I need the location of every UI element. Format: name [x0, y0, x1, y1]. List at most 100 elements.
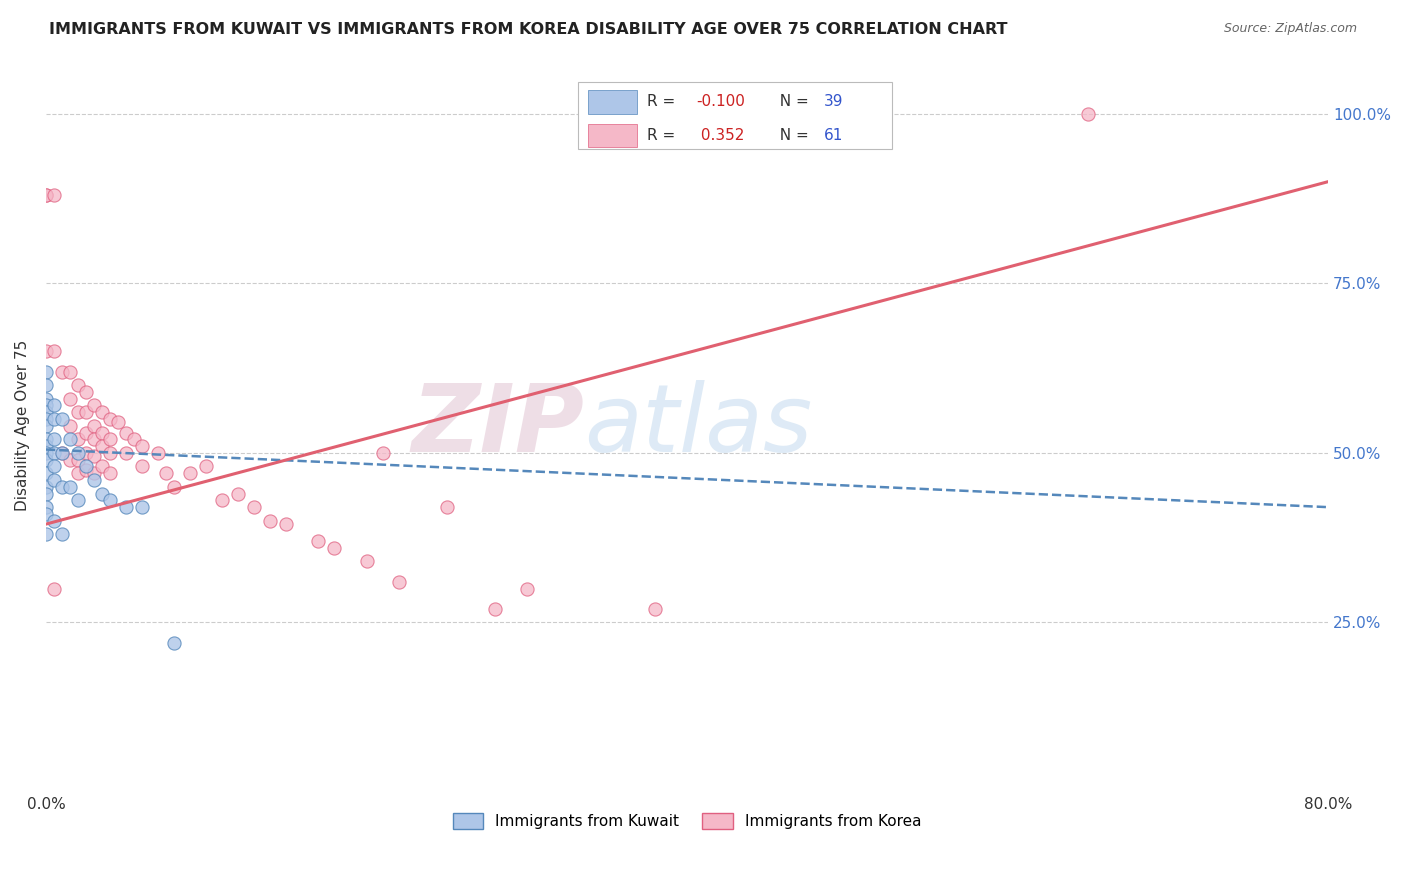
Point: [163, 636, 186, 650]
Point: [179, 467, 201, 481]
Point: [51, 365, 73, 379]
Text: R =: R =: [647, 95, 681, 110]
Point: [83, 418, 105, 433]
Point: [115, 446, 138, 460]
Point: [35, 365, 58, 379]
Point: [75, 425, 97, 440]
Point: [66, 378, 89, 392]
Point: [35, 433, 58, 447]
Point: [259, 514, 281, 528]
Point: [91, 425, 114, 440]
Point: [66, 452, 89, 467]
Point: [51, 480, 73, 494]
Point: [146, 446, 169, 460]
Point: [107, 416, 129, 430]
Point: [115, 425, 138, 440]
Text: 39: 39: [824, 95, 844, 110]
Point: [35, 188, 58, 202]
Point: [66, 467, 89, 481]
Point: [75, 446, 97, 460]
Point: [59, 433, 82, 447]
Point: [83, 433, 105, 447]
Point: [59, 365, 82, 379]
Point: [35, 412, 58, 426]
Point: [42, 473, 65, 487]
Point: [371, 446, 394, 460]
Point: [66, 493, 89, 508]
Point: [356, 554, 378, 568]
Point: [91, 439, 114, 453]
Text: N =: N =: [770, 95, 814, 110]
Text: IMMIGRANTS FROM KUWAIT VS IMMIGRANTS FROM KOREA DISABILITY AGE OVER 75 CORRELATI: IMMIGRANTS FROM KUWAIT VS IMMIGRANTS FRO…: [49, 22, 1008, 37]
Point: [35, 527, 58, 541]
Point: [226, 486, 249, 500]
FancyBboxPatch shape: [578, 81, 893, 149]
Point: [195, 459, 218, 474]
Point: [91, 486, 114, 500]
Point: [42, 514, 65, 528]
Point: [211, 493, 233, 508]
Point: [91, 405, 114, 419]
Point: [35, 344, 58, 359]
Y-axis label: Disability Age Over 75: Disability Age Over 75: [15, 340, 30, 511]
Point: [115, 500, 138, 515]
Point: [91, 459, 114, 474]
Point: [387, 574, 409, 589]
Point: [436, 500, 458, 515]
Point: [66, 405, 89, 419]
Point: [75, 405, 97, 419]
Point: [35, 467, 58, 481]
Text: 0.352: 0.352: [696, 128, 744, 143]
Point: [1077, 107, 1099, 121]
Point: [35, 480, 58, 494]
Point: [42, 412, 65, 426]
Point: [42, 344, 65, 359]
Point: [131, 500, 153, 515]
Point: [83, 467, 105, 481]
Point: [83, 450, 105, 464]
Point: [516, 582, 538, 596]
Text: -0.100: -0.100: [696, 95, 745, 110]
Point: [98, 446, 121, 460]
Legend: Immigrants from Kuwait, Immigrants from Korea: Immigrants from Kuwait, Immigrants from …: [447, 807, 928, 836]
Point: [83, 473, 105, 487]
FancyBboxPatch shape: [588, 124, 637, 147]
Point: [98, 467, 121, 481]
Point: [35, 507, 58, 521]
Text: 61: 61: [824, 128, 844, 143]
Point: [98, 433, 121, 447]
Point: [35, 486, 58, 500]
Text: N =: N =: [770, 128, 814, 143]
Point: [66, 433, 89, 447]
Point: [644, 602, 666, 616]
FancyBboxPatch shape: [588, 90, 637, 113]
Point: [35, 452, 58, 467]
Point: [51, 446, 73, 460]
Point: [323, 541, 346, 555]
Point: [42, 446, 65, 460]
Point: [75, 459, 97, 474]
Point: [42, 459, 65, 474]
Point: [66, 446, 89, 460]
Point: [42, 433, 65, 447]
Point: [35, 439, 58, 453]
Point: [51, 412, 73, 426]
Point: [59, 480, 82, 494]
Point: [83, 399, 105, 413]
Text: atlas: atlas: [585, 380, 813, 471]
Point: [122, 433, 145, 447]
Point: [59, 452, 82, 467]
Point: [35, 378, 58, 392]
Point: [35, 418, 58, 433]
Text: Source: ZipAtlas.com: Source: ZipAtlas.com: [1223, 22, 1357, 36]
Point: [98, 412, 121, 426]
Text: ZIP: ZIP: [412, 380, 585, 472]
Point: [59, 418, 82, 433]
Point: [35, 392, 58, 406]
Point: [35, 188, 58, 202]
Point: [59, 392, 82, 406]
Point: [163, 480, 186, 494]
Point: [155, 467, 177, 481]
Point: [35, 500, 58, 515]
Point: [131, 459, 153, 474]
